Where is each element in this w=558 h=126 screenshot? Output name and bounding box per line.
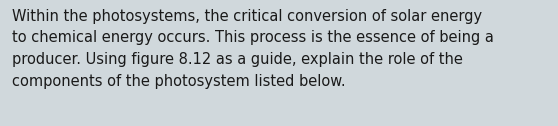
Text: Within the photosystems, the critical conversion of solar energy
to chemical ene: Within the photosystems, the critical co… <box>12 9 494 89</box>
